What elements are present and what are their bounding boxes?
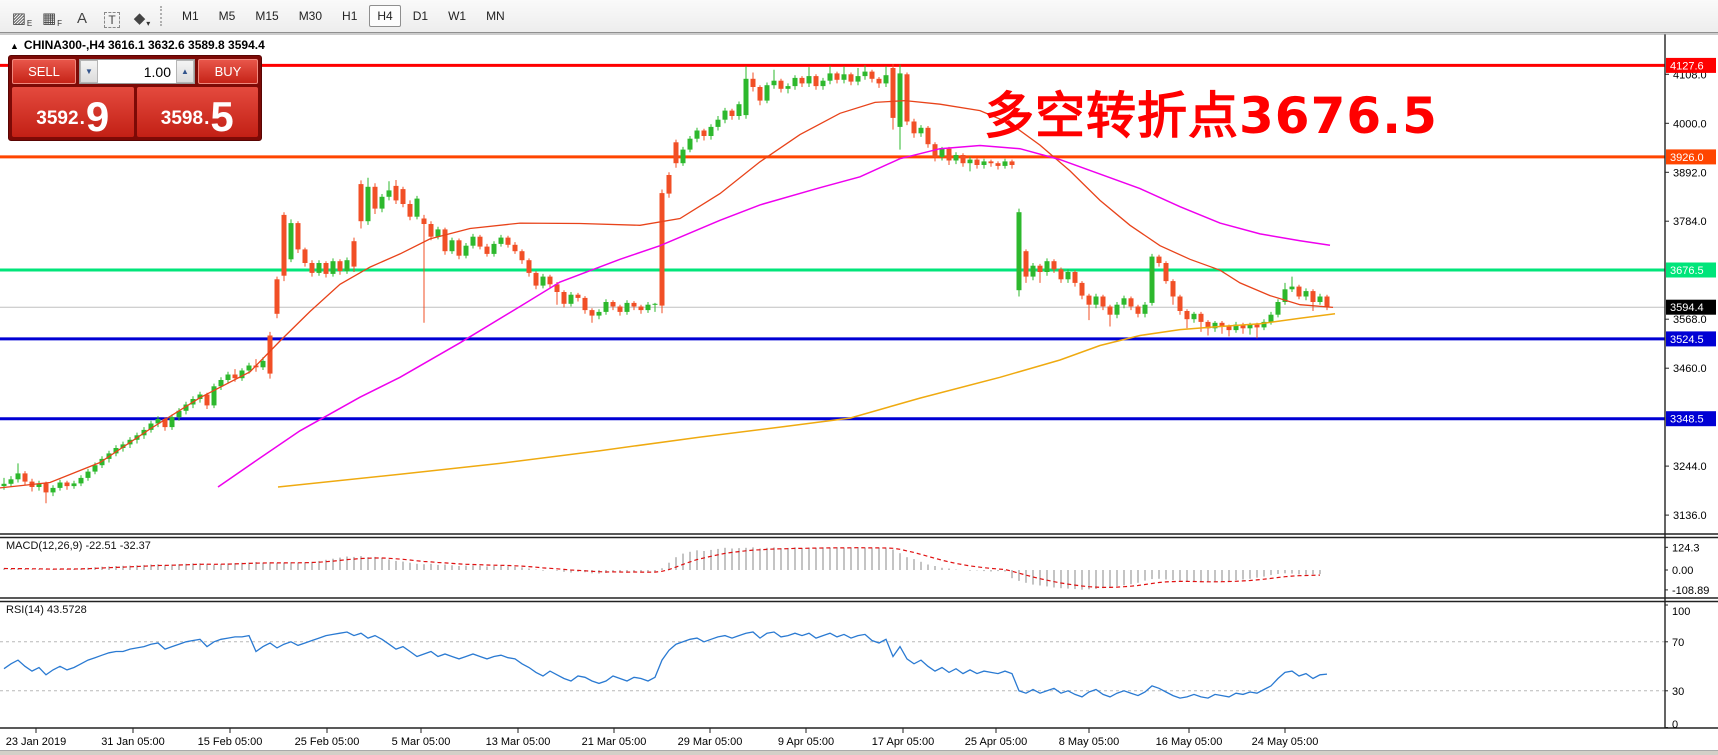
grid-fibo-icon[interactable]: ▦ F [41,10,63,28]
svg-text:3892.0: 3892.0 [1673,167,1707,179]
buy-price-pip: 5 [210,92,234,140]
rsi-panel [0,631,1665,699]
svg-text:31 Jan 05:00: 31 Jan 05:00 [101,736,165,748]
status-strip [0,750,1718,755]
svg-text:15 Feb 05:00: 15 Feb 05:00 [198,736,263,748]
rsi-indicator-label: RSI(14) 43.5728 [6,604,87,616]
svg-text:3460.0: 3460.0 [1673,363,1707,375]
timeframe-button-D1[interactable]: D1 [405,5,436,27]
svg-text:3926.0: 3926.0 [1670,152,1704,164]
svg-text:21 Mar 05:00: 21 Mar 05:00 [582,736,647,748]
macd-signal-line [3,547,1321,589]
timeframe-buttons-group: M1 M5 M15 M30 H1 H4 D1 W1 MN [172,5,515,27]
svg-text:24 May 05:00: 24 May 05:00 [1252,736,1319,748]
volume-input[interactable] [98,60,176,83]
timeframe-button-M5[interactable]: M5 [211,5,244,27]
hatch-expert-icon[interactable]: ▨ E [11,10,33,28]
volume-decrease-button[interactable]: ▼ [80,60,98,83]
chart-title: ▲ CHINA300-,H4 3616.1 3632.6 3589.8 3594.… [10,38,265,52]
macd-indicator-label: MACD(12,26,9) -22.51 -32.37 [6,540,151,552]
drawing-tools-group: ▨ E ▦ F A T ◆ ▾ [8,4,158,28]
horizontal-level-lines[interactable] [0,63,1665,421]
svg-text:3524.5: 3524.5 [1670,334,1704,346]
panel-separators[interactable] [0,533,1718,603]
ma-mid-line [217,144,1331,488]
svg-text:4000.0: 4000.0 [1673,118,1707,130]
chart-title-text: CHINA300-,H4 3616.1 3632.6 3589.8 3594.4 [23,38,265,52]
ma-fast-line [0,99,1334,489]
buy-button[interactable]: BUY [198,59,258,84]
svg-text:100: 100 [1672,606,1690,618]
timeframe-button-M15[interactable]: M15 [247,5,286,27]
rsi-line [3,631,1328,699]
svg-text:13 Mar 05:00: 13 Mar 05:00 [486,736,551,748]
svg-text:25 Feb 05:00: 25 Feb 05:00 [295,736,360,748]
sell-price-dot: . [79,108,85,129]
svg-text:29 Mar 05:00: 29 Mar 05:00 [678,736,743,748]
svg-text:3676.5: 3676.5 [1670,265,1704,277]
timeframe-button-W1[interactable]: W1 [440,5,474,27]
svg-text:25 Apr 05:00: 25 Apr 05:00 [965,736,1027,748]
svg-text:3784.0: 3784.0 [1673,216,1707,228]
chart-annotation-text: 多空转折点3676.5 [984,87,1438,145]
ma-slow-line [277,313,1336,488]
order-panel: SELL ▼ ▲ BUY 3592.9 3598.5 [8,55,262,141]
svg-text:3136.0: 3136.0 [1673,510,1707,522]
svg-text:0: 0 [1672,719,1678,731]
svg-text:16 May 05:00: 16 May 05:00 [1156,736,1223,748]
volume-increase-button[interactable]: ▲ [176,60,194,83]
svg-text:4127.6: 4127.6 [1670,60,1704,72]
svg-text:17 Apr 05:00: 17 Apr 05:00 [872,736,934,748]
svg-text:30: 30 [1672,686,1684,698]
buy-price-main: 3598 [160,108,204,129]
svg-text:3568.0: 3568.0 [1673,314,1707,326]
timeframe-button-M30[interactable]: M30 [291,5,330,27]
svg-text:5 Mar 05:00: 5 Mar 05:00 [392,736,451,748]
svg-text:23 Jan 2019: 23 Jan 2019 [6,736,67,748]
svg-text:3348.5: 3348.5 [1670,414,1704,426]
svg-text:124.3: 124.3 [1672,542,1700,554]
toolbar: ▨ E ▦ F A T ◆ ▾ M1 M5 M15 M30 H1 H4 D1 W1 MN [0,0,1718,33]
collapse-icon[interactable]: ▲ [10,41,19,51]
buy-price-dot: . [204,108,210,129]
shapes-icon[interactable]: ◆ ▾ [133,10,151,28]
sell-button[interactable]: SELL [12,59,76,84]
timeframe-button-H4[interactable]: H4 [369,5,401,27]
svg-text:3244.0: 3244.0 [1673,461,1707,473]
timeframe-button-H1[interactable]: H1 [334,5,365,27]
sell-price-button[interactable]: 3592. 9 [12,87,134,137]
svg-text:3594.4: 3594.4 [1670,302,1704,314]
volume-stepper: ▼ ▲ [79,59,195,84]
buy-price-button[interactable]: 3598. 5 [136,87,258,140]
macd-panel [3,547,1321,590]
svg-text:9 Apr 05:00: 9 Apr 05:00 [778,736,834,748]
svg-text:-108.89: -108.89 [1672,585,1709,597]
text-label-icon[interactable]: T [98,4,126,28]
price-axis[interactable]: 4108.04000.03892.03784.03568.03460.03244… [1665,57,1716,731]
svg-text:0.00: 0.00 [1672,565,1693,577]
timeframe-button-MN[interactable]: MN [478,5,513,27]
time-axis[interactable]: 23 Jan 2019 31 Jan 05:00 15 Feb 05:00 25 Fe… [6,728,1319,748]
toolbar-drag-handle[interactable] [160,6,166,26]
sell-price-pip: 9 [85,92,110,140]
svg-text:8 May 05:00: 8 May 05:00 [1059,736,1120,748]
sell-price-main: 3592 [36,108,79,129]
timeframe-button-M1[interactable]: M1 [174,5,207,27]
svg-text:70: 70 [1672,637,1684,649]
text-a-icon[interactable]: A [76,10,87,27]
